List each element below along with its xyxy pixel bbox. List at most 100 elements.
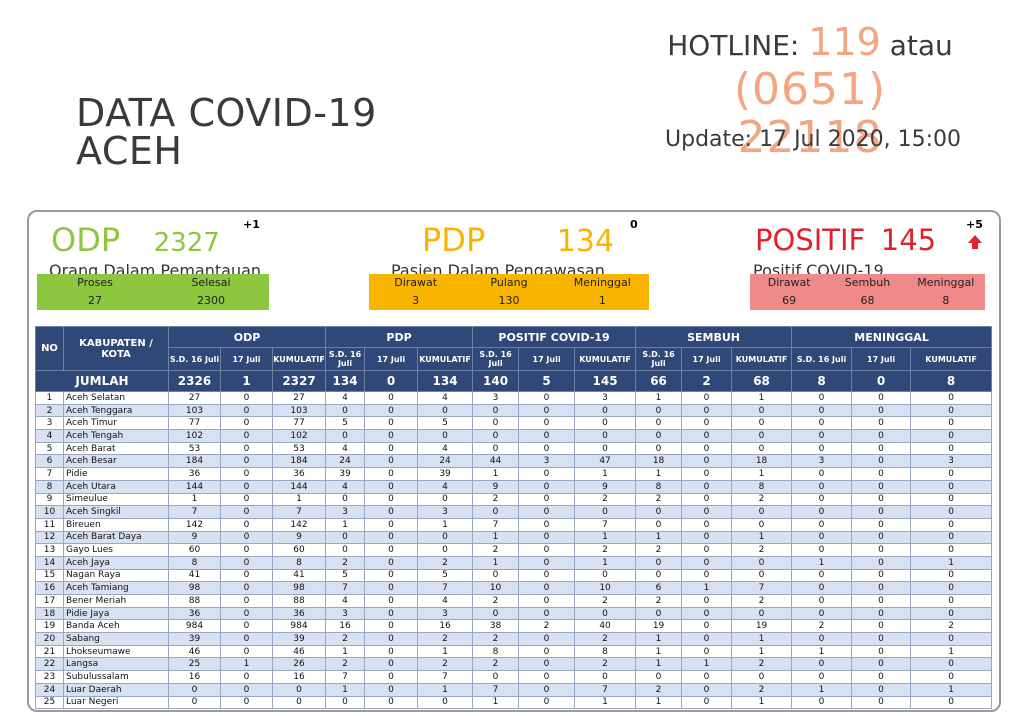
row-no: 6 xyxy=(35,454,64,469)
pdp-col-dirawat: Dirawat 3 xyxy=(394,276,438,307)
subcol-1-2: KUMULATIF xyxy=(417,347,474,371)
row-cell: 0 xyxy=(851,492,912,507)
row-cell: 0 xyxy=(574,416,637,431)
total-cell: 0 xyxy=(851,370,912,392)
row-cell: 0 xyxy=(731,403,793,418)
row-cell: 2 xyxy=(417,657,474,672)
row-cell: 0 xyxy=(220,543,273,557)
row-cell: 0 xyxy=(417,543,474,557)
table-row: 23 Subulussalam 16 0 16 7 0 7 0 0 0 0 0 0 0 0 0 xyxy=(35,670,993,684)
row-kabupaten: Aceh Barat Daya xyxy=(63,530,169,545)
row-cell: 0 xyxy=(364,479,419,494)
total-row: JUMLAH 2326 1 2327 134 0 134 140 5 145 66 2 68 8 0 8 xyxy=(35,370,993,392)
row-cell: 1 xyxy=(271,492,327,507)
row-kabupaten: Aceh Utara xyxy=(63,479,169,494)
row-cell: 39 xyxy=(168,632,221,646)
row-cell: 0 xyxy=(635,555,683,570)
table-sub-header: S.D. 16 Juli 17 Juli KUMULATIF S.D. 16 Juli… xyxy=(36,347,993,371)
row-cell: 0 xyxy=(681,632,733,646)
row-cell: 6 xyxy=(635,581,683,595)
row-cell: 0 xyxy=(681,429,733,443)
total-cell: 2326 xyxy=(168,370,221,392)
row-cell: 24 xyxy=(417,454,474,469)
row-cell: 0 xyxy=(731,568,793,583)
positif-delta: +5 xyxy=(966,218,983,231)
row-cell: 1 xyxy=(731,644,793,659)
row-cell: 0 xyxy=(364,682,419,697)
row-cell: 0 xyxy=(220,695,273,710)
row-cell: 0 xyxy=(364,594,419,608)
row-no: 22 xyxy=(35,657,64,672)
row-cell: 0 xyxy=(910,416,993,431)
row-cell: 1 xyxy=(731,632,793,646)
row-cell: 98 xyxy=(271,581,327,595)
row-cell: 3 xyxy=(325,606,366,621)
positif-col-meninggal: Meninggal 8 xyxy=(917,276,975,307)
row-cell: 0 xyxy=(220,670,273,684)
row-cell: 184 xyxy=(271,454,327,469)
row-cell: 0 xyxy=(851,632,912,646)
total-label: JUMLAH xyxy=(35,370,169,392)
row-cell: 24 xyxy=(325,454,366,469)
arrow-up-icon xyxy=(967,234,983,254)
row-cell: 0 xyxy=(518,517,576,532)
row-cell: 0 xyxy=(472,403,520,418)
row-cell: 2 xyxy=(472,594,520,608)
row-cell: 0 xyxy=(910,467,993,481)
row-cell: 0 xyxy=(364,644,419,659)
row-kabupaten: Subulussalam xyxy=(63,670,169,684)
row-cell: 39 xyxy=(325,467,366,481)
row-cell: 0 xyxy=(731,517,793,532)
row-cell: 0 xyxy=(518,416,576,431)
row-cell: 0 xyxy=(364,441,419,456)
row-cell: 36 xyxy=(168,467,221,481)
row-cell: 102 xyxy=(271,429,327,443)
row-cell: 53 xyxy=(168,441,221,456)
row-no: 23 xyxy=(35,670,64,684)
row-cell: 3 xyxy=(574,391,637,405)
row-cell: 0 xyxy=(791,530,853,545)
row-cell: 0 xyxy=(574,441,637,456)
row-cell: 18 xyxy=(731,454,793,469)
table-row: 20 Sabang 39 0 39 2 0 2 2 0 2 1 0 1 0 0 0 xyxy=(35,632,993,646)
row-no: 13 xyxy=(35,543,64,557)
row-cell: 1 xyxy=(417,644,474,659)
row-kabupaten: Aceh Selatan xyxy=(63,391,169,405)
pdp-summary: PDP 134 xyxy=(422,224,614,258)
row-cell: 0 xyxy=(851,391,912,405)
row-no: 24 xyxy=(35,682,64,697)
total-cell: 0 xyxy=(364,370,419,392)
row-cell: 0 xyxy=(518,606,576,621)
row-cell: 1 xyxy=(220,657,273,672)
row-cell: 60 xyxy=(168,543,221,557)
row-cell: 0 xyxy=(910,657,993,672)
row-cell: 0 xyxy=(364,568,419,583)
row-cell: 2 xyxy=(731,657,793,672)
row-cell: 2 xyxy=(731,543,793,557)
row-cell: 7 xyxy=(417,581,474,595)
row-cell: 9 xyxy=(574,479,637,494)
row-kabupaten: Simeulue xyxy=(63,492,169,507)
row-cell: 0 xyxy=(731,606,793,621)
subcol-1-0: S.D. 16 Juli xyxy=(325,347,366,371)
row-cell: 1 xyxy=(325,644,366,659)
row-cell: 5 xyxy=(417,416,474,431)
row-cell: 5 xyxy=(325,416,366,431)
row-cell: 0 xyxy=(220,581,273,595)
row-cell: 4 xyxy=(417,594,474,608)
odp-delta: +1 xyxy=(243,218,260,231)
row-cell: 0 xyxy=(574,568,637,583)
row-cell: 0 xyxy=(681,619,733,634)
update-timestamp: Update: 17 Jul 2020, 15:00 xyxy=(665,127,961,152)
row-cell: 0 xyxy=(731,505,793,519)
row-cell: 98 xyxy=(168,581,221,595)
row-cell: 9 xyxy=(168,530,221,545)
row-cell: 0 xyxy=(220,644,273,659)
row-cell: 1 xyxy=(574,467,637,481)
row-cell: 0 xyxy=(518,403,576,418)
row-cell: 41 xyxy=(168,568,221,583)
row-cell: 0 xyxy=(518,644,576,659)
table-row: 3 Aceh Timur 77 0 77 5 0 5 0 0 0 0 0 0 0 0 0 xyxy=(35,416,993,431)
row-cell: 0 xyxy=(635,517,683,532)
row-cell: 0 xyxy=(574,606,637,621)
